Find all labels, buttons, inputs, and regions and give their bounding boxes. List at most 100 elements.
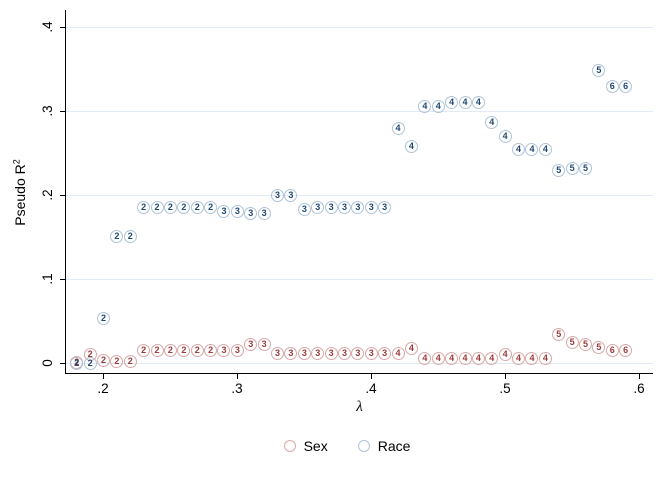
data-marker-race: 2 <box>110 229 124 243</box>
data-marker-race: 3 <box>378 201 392 215</box>
data-marker-sex: 2 <box>150 343 164 357</box>
data-marker-sex: 2 <box>123 355 137 369</box>
data-marker-race: 4 <box>498 129 512 143</box>
y-tick-mark <box>60 363 66 364</box>
data-marker-sex: 4 <box>418 351 432 365</box>
data-marker-race: 6 <box>605 80 619 94</box>
data-marker-sex: 3 <box>230 343 244 357</box>
data-marker-sex: 3 <box>324 346 338 360</box>
data-marker-sex: 3 <box>378 346 392 360</box>
data-marker-race: 2 <box>163 200 177 214</box>
data-marker-sex: 2 <box>190 343 204 357</box>
data-marker-race: 3 <box>217 204 231 218</box>
data-marker-race: 2 <box>83 356 97 370</box>
data-marker-race: 3 <box>311 201 325 215</box>
data-marker-race: 3 <box>230 204 244 218</box>
data-marker-sex: 2 <box>110 355 124 369</box>
data-marker-race: 4 <box>512 142 526 156</box>
data-marker-race: 2 <box>96 311 110 325</box>
gridline-y-0 <box>66 363 653 364</box>
legend-marker-icon <box>357 440 370 452</box>
data-marker-sex: 4 <box>458 351 472 365</box>
data-marker-sex: 3 <box>271 346 285 360</box>
y-tick-label: .3 <box>39 105 55 117</box>
y-tick-mark <box>60 111 66 112</box>
gridline-y-.4 <box>66 27 653 28</box>
data-marker-sex: 4 <box>512 351 526 365</box>
data-marker-race: 4 <box>485 116 499 130</box>
data-marker-race: 4 <box>538 142 552 156</box>
x-tick-mark <box>103 373 104 379</box>
data-marker-sex: 3 <box>297 346 311 360</box>
data-marker-sex: 3 <box>244 338 258 352</box>
x-tick-label: .4 <box>365 381 377 396</box>
data-marker-race: 3 <box>364 201 378 215</box>
data-marker-sex: 4 <box>538 351 552 365</box>
data-marker-race: 3 <box>271 188 285 202</box>
x-axis-line <box>65 373 653 374</box>
data-marker-race: 6 <box>619 80 633 94</box>
x-tick-label: .6 <box>633 381 645 396</box>
data-marker-sex: 6 <box>605 343 619 357</box>
data-marker-sex: 4 <box>391 346 405 360</box>
data-marker-race: 5 <box>579 161 593 175</box>
data-marker-sex: 4 <box>525 351 539 365</box>
y-tick-mark <box>60 195 66 196</box>
data-marker-race: 4 <box>525 142 539 156</box>
data-marker-race: 3 <box>351 201 365 215</box>
y-tick-label: 0 <box>39 359 55 367</box>
data-marker-sex: 5 <box>579 337 593 351</box>
y-tick-label: .2 <box>39 189 55 201</box>
data-marker-race: 5 <box>565 161 579 175</box>
x-tick-mark <box>505 373 506 379</box>
data-marker-race: 2 <box>204 200 218 214</box>
legend-label: Race <box>377 438 411 454</box>
data-marker-sex: 4 <box>498 347 512 361</box>
data-marker-race: 2 <box>177 200 191 214</box>
data-marker-race: 4 <box>471 96 485 110</box>
data-marker-sex: 4 <box>404 341 418 355</box>
y-tick-label: .1 <box>39 273 55 285</box>
x-axis-title: λ <box>356 399 363 415</box>
data-marker-race: 4 <box>445 96 459 110</box>
data-marker-race: 5 <box>552 164 566 178</box>
gridline-y-.3 <box>66 111 653 112</box>
data-marker-race: 4 <box>404 140 418 153</box>
x-tick-mark <box>371 373 372 379</box>
data-marker-race: 4 <box>458 96 472 110</box>
y-tick-mark <box>60 27 66 28</box>
gridline-y-.2 <box>66 195 653 196</box>
data-marker-race: 4 <box>418 100 432 114</box>
data-marker-sex: 5 <box>592 341 606 355</box>
y-axis-line <box>65 10 66 374</box>
x-tick-label: .5 <box>499 381 511 396</box>
data-marker-sex: 3 <box>311 346 325 360</box>
data-marker-sex: 6 <box>619 343 633 357</box>
data-marker-race: 2 <box>70 356 84 370</box>
data-marker-sex: 3 <box>217 343 231 357</box>
y-tick-label: .4 <box>39 21 55 33</box>
data-marker-sex: 2 <box>177 343 191 357</box>
data-marker-sex: 3 <box>257 338 271 352</box>
data-marker-race: 3 <box>297 203 311 217</box>
x-tick-mark <box>237 373 238 379</box>
data-marker-race: 4 <box>391 121 405 135</box>
data-marker-sex: 4 <box>445 351 459 365</box>
data-marker-sex: 3 <box>351 346 365 360</box>
data-marker-sex: 2 <box>137 343 151 357</box>
y-axis-title: Pseudo R2 <box>11 159 29 226</box>
data-marker-race: 4 <box>431 100 445 114</box>
legend-marker-icon <box>283 440 296 452</box>
x-tick-label: .3 <box>231 381 243 396</box>
data-marker-race: 2 <box>123 229 137 243</box>
legend-item-race: Race <box>357 438 411 454</box>
data-marker-sex: 2 <box>204 343 218 357</box>
data-marker-race: 2 <box>137 200 151 214</box>
data-marker-race: 2 <box>190 200 204 214</box>
data-marker-sex: 3 <box>338 346 351 360</box>
data-marker-sex: 5 <box>565 335 579 349</box>
data-marker-race: 3 <box>284 188 298 202</box>
gridline-y-.1 <box>66 279 653 280</box>
x-tick-label: .2 <box>97 381 109 396</box>
